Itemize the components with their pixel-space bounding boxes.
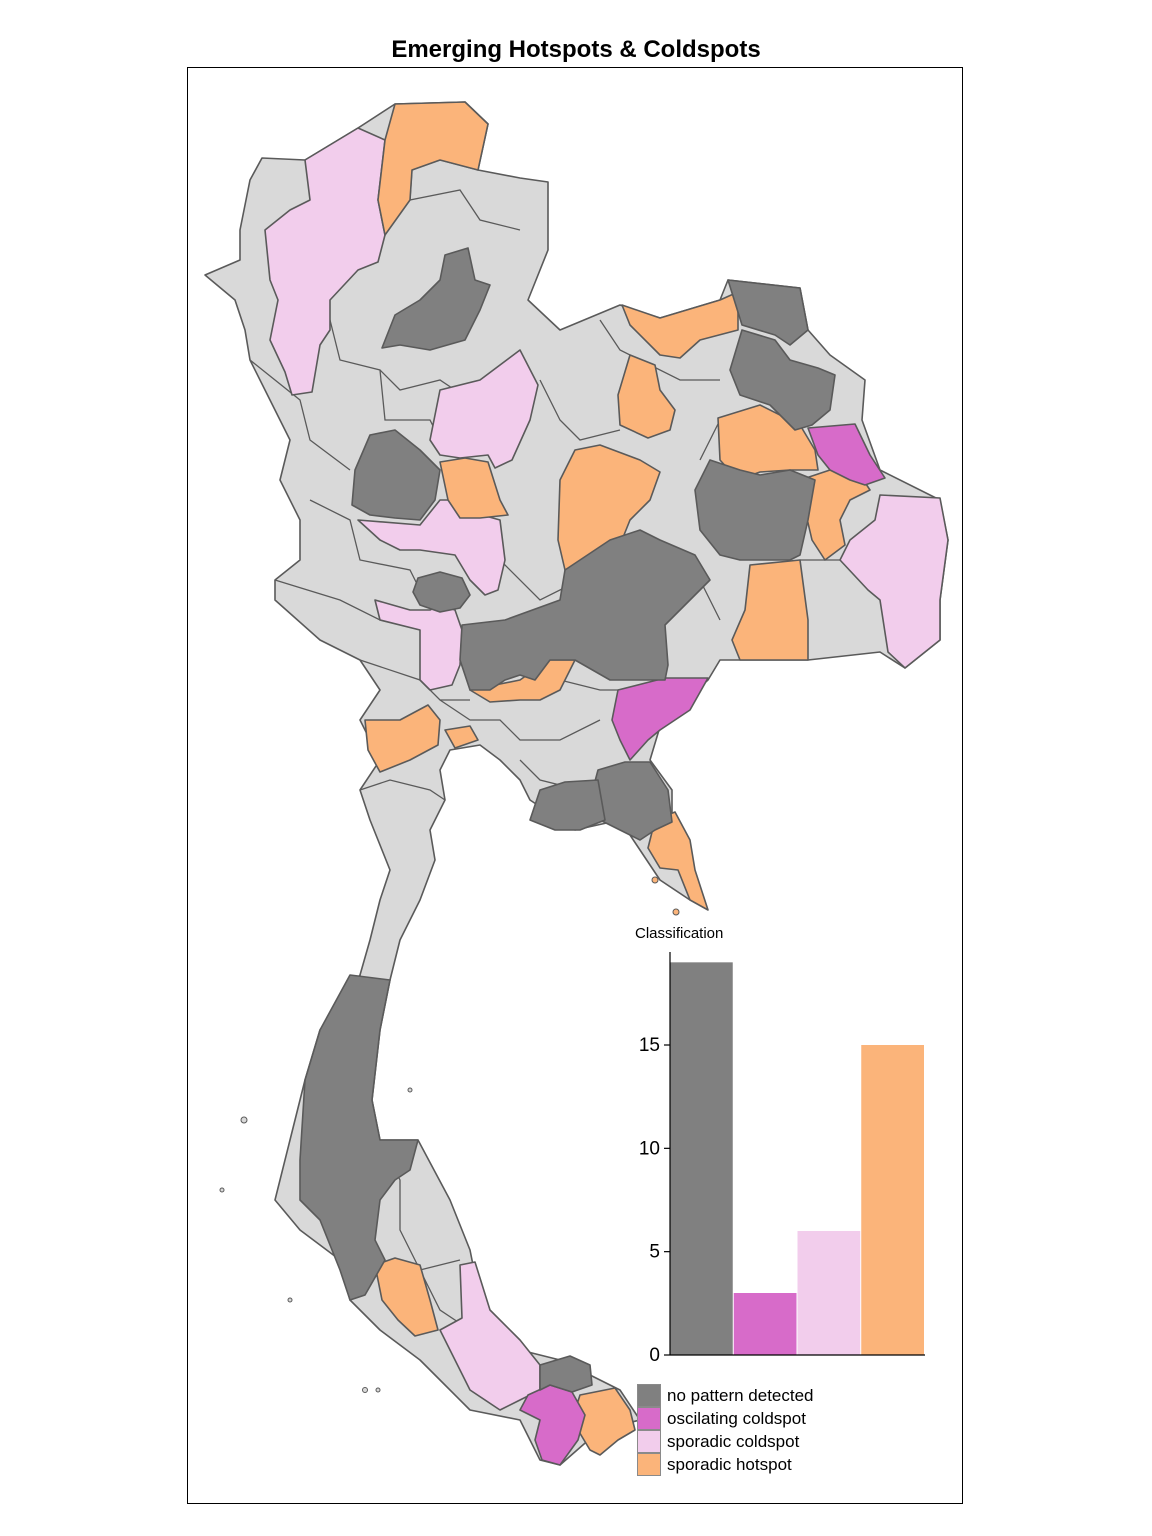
province-sporadic-coldspot-2 [429,349,539,469]
map-frame [187,67,963,1504]
province-oscilating-coldspot-1 [807,423,886,486]
legend-swatch [637,1407,661,1430]
island-dot [219,1187,225,1193]
province-no-pattern-11 [539,1355,593,1393]
legend-item-sporadic-coldspot: sporadic coldspot [637,1430,814,1453]
sporadic-coldspot-regions [264,127,949,1411]
legend-swatch [637,1453,661,1476]
province-no-pattern-6 [459,529,711,691]
legend-item-no-pattern: no pattern detected [637,1384,814,1407]
y-tick-label: 10 [639,1138,660,1159]
histogram-title: Classification [635,925,724,942]
province-sporadic-hotspot-11 [444,725,479,749]
legend-label: sporadic hotspot [667,1454,792,1474]
legend-item-sporadic-hotspot: sporadic hotspot [637,1453,814,1476]
province-sporadic-hotspot-3 [617,354,676,439]
province-sporadic-hotspot-10 [364,704,441,773]
province-sporadic-coldspot-6 [439,1261,541,1411]
legend-swatch [637,1384,661,1407]
island-dot [362,1387,368,1393]
province-sporadic-coldspot-5 [839,494,949,669]
histogram-bar [797,1231,861,1355]
province-no-pattern-10 [299,974,419,1301]
legend: no pattern detected oscilating coldspot … [637,1384,814,1476]
legend-swatch [637,1430,661,1453]
province-no-pattern-3 [729,329,836,431]
legend-label: no pattern detected [667,1385,814,1405]
province-no-pattern-4 [351,429,441,521]
y-tick-label: 0 [649,1345,660,1366]
y-tick-label: 5 [649,1242,660,1263]
province-sporadic-hotspot-13 [374,1257,439,1337]
histogram-bar [861,1045,924,1355]
legend-label: sporadic coldspot [667,1431,800,1451]
legend-item-oscilating-coldspot: oscilating coldspot [637,1407,814,1430]
province-oscilating-coldspot-2 [611,677,709,761]
island-dot [375,1387,381,1393]
y-tick-label: 15 [639,1035,660,1056]
island-dot [672,908,680,916]
histogram-bar [670,962,733,1355]
province-no-pattern-9 [529,779,606,831]
histogram-bar [733,1293,797,1355]
map-title: Emerging Hotspots & Coldspots [391,36,761,63]
province-sporadic-hotspot-12 [647,811,709,911]
province-sporadic-hotspot-2 [621,291,739,359]
province-no-pattern-2 [727,279,809,346]
island-dot [407,1087,413,1093]
province-sporadic-hotspot-8 [731,559,809,661]
no-pattern-regions [299,247,836,1393]
province-no-pattern-5 [694,459,816,561]
classification-histogram: 0 5 10 15 [639,952,925,1366]
oscilating-coldspot-regions [519,423,886,1466]
province-no-pattern-7 [412,571,471,613]
province-sporadic-hotspot-7 [439,457,509,519]
province-no-pattern-1 [381,247,491,351]
coastal-islands [219,876,680,1393]
island-dot [651,876,659,884]
legend-label: oscilating coldspot [667,1408,806,1428]
province-sporadic-hotspot-6 [557,444,661,571]
island-dot [287,1297,293,1303]
province-sporadic-coldspot-4 [374,599,463,691]
island-dot [240,1116,248,1124]
province-sporadic-hotspot-1 [377,101,489,236]
